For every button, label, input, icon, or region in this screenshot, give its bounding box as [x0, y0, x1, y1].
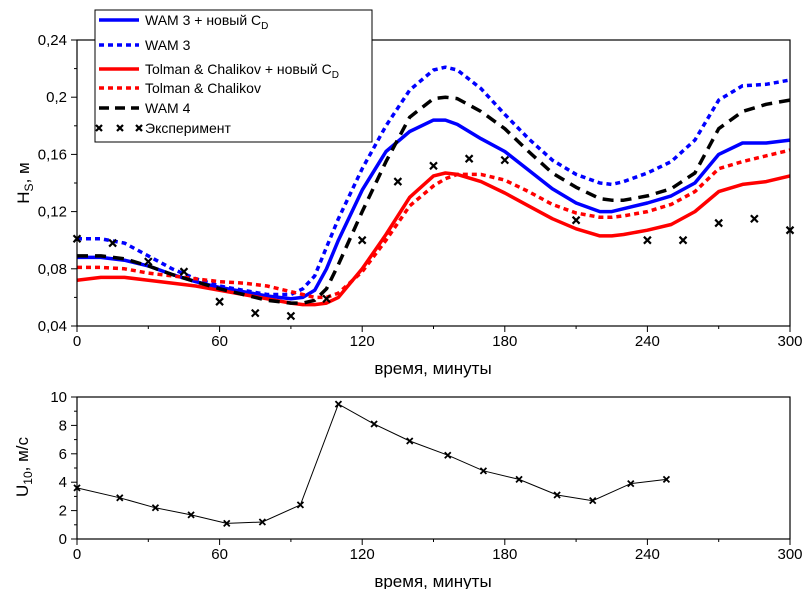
data-point-эксперимент	[250, 308, 260, 318]
series-line-tolman-chalikov-новый-c	[76, 171, 791, 307]
series-line-wam-3-новый-c	[77, 118, 791, 301]
legend-label-experiment: Эксперимент	[145, 120, 231, 136]
x-tick-label: 240	[635, 546, 660, 563]
y-tick-label: 6	[59, 446, 67, 463]
x-tick-label: 0	[73, 546, 81, 563]
top-y-axis-label: HS, м	[14, 162, 36, 203]
top-x-axis-label: время, минуты	[374, 359, 491, 378]
y-tick-label: 0	[59, 531, 67, 548]
y-tick-label: 0,24	[38, 32, 67, 49]
data-point-series-0	[479, 467, 488, 475]
x-tick-label: 0	[73, 333, 81, 350]
data-point-эксперимент	[144, 257, 153, 266]
top-y-tick-labels: 0,04 0,08 0,12 0,16 0,2 0,24	[38, 32, 67, 335]
y-tick-label: 0,16	[38, 146, 67, 163]
bottom-series-group	[73, 400, 671, 528]
x-tick-label: 180	[492, 546, 517, 563]
x-tick-label: 60	[211, 546, 228, 563]
data-point-эксперимент	[464, 154, 474, 163]
legend-label-wam3-new: WAM 3 + новый CD	[145, 12, 268, 32]
data-point-series-0	[589, 497, 597, 505]
y-tick-label: 0,08	[38, 261, 67, 278]
data-point-series-0	[296, 501, 305, 509]
wave-height-chart: 0 60 120 180 240 300 0,040,080,120,160,20,24 …	[14, 9, 803, 378]
x-tick-label: 60	[211, 333, 228, 350]
legend: WAM 3 + новый CD WAM 3 Tolman & Chalikov…	[94, 9, 373, 143]
data-point-series-0	[223, 519, 231, 528]
data-point-эксперимент	[500, 155, 510, 165]
legend-label-tc: Tolman & Chalikov	[145, 80, 261, 96]
legend-label-wam3: WAM 3	[145, 37, 191, 53]
data-point-series-0	[258, 518, 267, 526]
data-point-series-0	[151, 504, 160, 512]
data-point-series-0	[370, 420, 378, 428]
data-point-series-0	[662, 475, 671, 483]
data-point-эксперимент	[643, 235, 652, 245]
bottom-axis-ticks	[71, 396, 791, 545]
data-point-эксперимент	[215, 297, 224, 306]
x-tick-label: 120	[350, 333, 375, 350]
data-point-эксперимент	[179, 267, 189, 276]
data-point-series-0	[553, 491, 561, 499]
wind-speed-chart: 0 60 120 180 240 300 0 2 4 6 8 10 время, минуты U1…	[13, 389, 803, 589]
data-point-series-0	[116, 494, 124, 502]
y-tick-label: 0,04	[38, 318, 67, 335]
x-tick-label: 300	[777, 546, 802, 563]
x-tick-label: 300	[777, 333, 802, 350]
data-point-эксперимент	[286, 311, 296, 321]
data-point-эксперимент	[322, 294, 331, 304]
data-point-эксперимент	[429, 161, 438, 171]
data-point-эксперимент	[750, 214, 759, 224]
data-point-series-0	[627, 479, 635, 488]
bottom-x-axis-label: время, минуты	[374, 572, 491, 589]
y-tick-label: 10	[50, 389, 67, 406]
series-line-tolman-chalikov	[77, 148, 791, 300]
legend-swatch-experiment	[95, 124, 143, 132]
y-tick-label: 8	[59, 417, 67, 434]
bottom-y-tick-labels: 0 2 4 6 8 10	[50, 389, 67, 548]
data-point-series-0	[334, 400, 343, 408]
y-tick-label: 4	[59, 474, 67, 491]
bottom-y-axis-label: U10, м/с	[13, 437, 35, 497]
data-point-эксперимент	[393, 177, 403, 186]
legend-box	[94, 9, 373, 143]
x-tick-label: 240	[635, 333, 660, 350]
data-point-series-0	[515, 475, 523, 483]
data-point-эксперимент	[571, 215, 581, 225]
bottom-x-tick-labels: 0 60 120 180 240 300	[73, 546, 803, 563]
data-point-series-0	[444, 451, 452, 459]
data-point-эксперимент	[357, 235, 367, 245]
data-point-эксперимент	[108, 238, 117, 248]
y-tick-label: 0,12	[38, 204, 67, 221]
legend-label-wam4: WAM 4	[145, 100, 191, 116]
data-point-series-0	[187, 511, 195, 519]
series-line-wam-3	[77, 65, 791, 297]
y-tick-label: 2	[59, 503, 67, 520]
top-series-group	[72, 65, 795, 321]
x-tick-label: 120	[350, 546, 375, 563]
x-tick-label: 180	[492, 333, 517, 350]
data-point-series-0	[406, 437, 414, 445]
bottom-plot-frame	[76, 396, 791, 540]
y-tick-label: 0,2	[46, 89, 67, 106]
data-point-эксперимент	[678, 235, 688, 245]
legend-label-tc-new: Tolman & Chalikov + новый CD	[145, 61, 339, 81]
top-x-tick-labels: 0 60 120 180 240 300	[73, 333, 803, 350]
data-point-эксперимент	[714, 218, 723, 228]
top-plot-frame	[76, 39, 791, 327]
